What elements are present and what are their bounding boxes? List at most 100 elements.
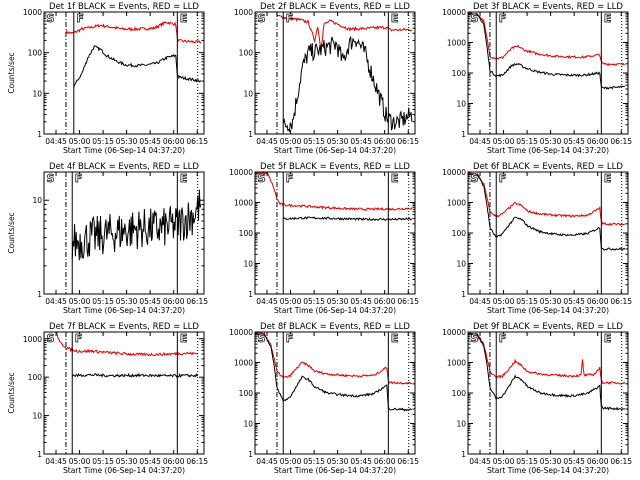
x-tick-label: 04:45: [469, 457, 491, 466]
x-tick-label: 05:30: [540, 297, 562, 306]
x-tick-label: 05:45: [350, 137, 372, 146]
red-lld-series-line: [468, 332, 626, 385]
black-events-series-line: [468, 332, 626, 411]
x-tick-label: 05:00: [493, 137, 515, 146]
x-tick-label: 05:00: [280, 297, 302, 306]
black-events-series-line: [282, 216, 413, 222]
event-marker-f: F: [499, 12, 507, 25]
event-marker-f: F: [286, 172, 294, 185]
x-tick-label: 06:15: [610, 297, 632, 306]
x-tick-label: 06:00: [374, 457, 396, 466]
y-tick-label: 1: [461, 130, 466, 139]
y-tick-label: 1000: [447, 199, 466, 208]
x-tick-label: 05:00: [280, 457, 302, 466]
chart-panel-7: 04:45 05:00 05:15 05:30 05:45 06:00 06:15 1 10 10…: [7, 322, 208, 475]
y-tick-label: 100: [239, 389, 254, 398]
x-axis-label: Start Time (06-Sep-14 04:37:20): [63, 306, 185, 315]
chart-panel-1: 04:45 05:00 05:15 05:30 05:45 06:00 06:15 1 10 10…: [7, 2, 208, 155]
plot-frame: [254, 11, 416, 135]
chart-panel-2: 04:45 05:00 05:15 05:30 05:45 06:00 06:15 1 10 10…: [234, 2, 419, 155]
event-marker-s: S: [47, 172, 55, 185]
event-marker-f: F: [76, 12, 84, 25]
y-tick-label: 100: [452, 389, 467, 398]
y-tick-label: 10000: [229, 168, 253, 177]
black-events-series-line: [71, 189, 202, 261]
red-lld-series-line: [255, 172, 413, 212]
red-lld-series-line: [255, 332, 413, 385]
y-tick-label: 10000: [229, 328, 253, 337]
x-tick-label: 05:45: [563, 297, 585, 306]
y-tick-label: 100: [452, 229, 467, 238]
chart-panel-8: 04:45 05:00 05:15 05:30 05:45 06:00 06:15 1 10 10…: [229, 322, 419, 475]
x-tick-label: 05:30: [116, 297, 138, 306]
x-axis-label: Start Time (06-Sep-14 04:37:20): [63, 146, 185, 155]
event-marker-f: F: [75, 332, 83, 345]
chart-panel-5: 04:45 05:00 05:15 05:30 05:45 06:00 06:15 1 10 10…: [229, 162, 419, 315]
y-axis-label: Counts/sec: [7, 212, 16, 253]
x-tick-label: 04:45: [45, 457, 67, 466]
y-axis-label: Counts/sec: [7, 372, 16, 413]
y-tick-label: 1000: [447, 39, 466, 48]
event-marker-e: E: [391, 12, 399, 25]
event-marker-f: F: [286, 332, 294, 345]
chart-title: Det 5f BLACK = Events, RED = LLD: [260, 162, 410, 172]
x-tick-label: 05:30: [116, 457, 138, 466]
event-marker-f: F: [286, 12, 294, 25]
event-marker-s: S: [258, 12, 266, 25]
y-tick-label: 10: [32, 89, 42, 98]
x-tick-label: 06:00: [163, 297, 185, 306]
x-axis-label: Start Time (06-Sep-14 04:37:20): [487, 306, 609, 315]
chart-title: Det 7f BLACK = Events, RED = LLD: [49, 322, 199, 332]
x-tick-label: 05:15: [92, 457, 114, 466]
x-tick-label: 04:45: [45, 137, 67, 146]
y-tick-label: 1000: [234, 8, 253, 17]
black-events-series-line: [468, 13, 626, 90]
chart-panel-4: 04:45 05:00 05:15 05:30 05:45 06:00 06:15 1 10 De…: [7, 162, 208, 315]
plot-frame: [254, 171, 416, 295]
x-tick-label: 05:00: [69, 297, 91, 306]
event-marker-f: F: [499, 332, 507, 345]
y-tick-label: 1: [37, 450, 42, 459]
y-tick-label: 10000: [442, 328, 466, 337]
y-axis-label: Counts/sec: [7, 52, 16, 93]
black-events-series-line: [468, 173, 626, 251]
x-tick-label: 05:45: [563, 137, 585, 146]
event-marker-e: E: [180, 332, 188, 345]
chart-title: Det 4f BLACK = Events, RED = LLD: [49, 162, 199, 172]
y-tick-label: 1: [248, 130, 253, 139]
x-tick-label: 06:15: [186, 297, 208, 306]
x-tick-label: 05:15: [303, 137, 325, 146]
y-tick-label: 10: [456, 100, 466, 109]
red-lld-series-line: [56, 332, 198, 357]
black-events-series-line: [71, 372, 199, 378]
chart-panel-9: 04:45 05:00 05:15 05:30 05:45 06:00 06:15 1 10 10…: [442, 322, 632, 475]
x-axis-label: Start Time (06-Sep-14 04:37:20): [274, 466, 396, 475]
x-tick-label: 06:00: [374, 137, 396, 146]
x-tick-label: 06:00: [587, 457, 609, 466]
event-marker-e: E: [180, 12, 188, 25]
y-tick-label: 1000: [447, 359, 466, 368]
event-marker-s: S: [258, 332, 266, 345]
y-tick-label: 1000: [23, 8, 42, 17]
x-tick-label: 05:00: [493, 457, 515, 466]
y-tick-label: 1: [248, 450, 253, 459]
x-axis-label: Start Time (06-Sep-14 04:37:20): [487, 146, 609, 155]
chart-panel-6: 04:45 05:00 05:15 05:30 05:45 06:00 06:15 1 10 10…: [442, 162, 632, 315]
y-tick-label: 10: [243, 260, 253, 269]
chart-title: Det 8f BLACK = Events, RED = LLD: [260, 322, 410, 332]
x-tick-label: 05:45: [139, 297, 161, 306]
y-tick-label: 10: [32, 412, 42, 421]
event-marker-e: E: [180, 172, 188, 185]
chart-title: Det 6f BLACK = Events, RED = LLD: [473, 162, 623, 172]
event-marker-s: S: [47, 332, 55, 345]
event-marker-e: E: [391, 172, 399, 185]
event-marker-e: E: [391, 332, 399, 345]
x-tick-label: 05:30: [540, 457, 562, 466]
y-tick-label: 1000: [23, 335, 42, 344]
x-tick-label: 06:00: [163, 457, 185, 466]
x-tick-label: 04:45: [469, 137, 491, 146]
chart-title: Det 1f BLACK = Events, RED = LLD: [49, 2, 199, 12]
x-tick-label: 05:45: [139, 137, 161, 146]
x-tick-label: 06:00: [587, 297, 609, 306]
x-tick-label: 05:15: [516, 457, 538, 466]
